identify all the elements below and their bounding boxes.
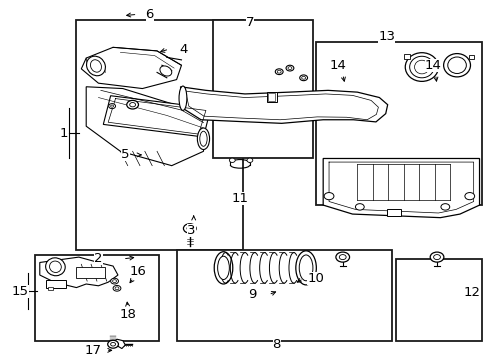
Circle shape [127, 100, 139, 109]
Polygon shape [40, 257, 118, 288]
Circle shape [441, 204, 450, 210]
Circle shape [113, 280, 117, 283]
Circle shape [187, 226, 193, 230]
Text: 15: 15 [12, 285, 29, 298]
Circle shape [111, 342, 116, 346]
Circle shape [434, 255, 441, 260]
Text: 7: 7 [245, 16, 254, 29]
Polygon shape [103, 96, 211, 137]
Circle shape [336, 252, 349, 262]
Circle shape [229, 158, 235, 162]
Text: 18: 18 [119, 308, 136, 321]
Ellipse shape [179, 86, 187, 111]
Polygon shape [180, 87, 388, 123]
Circle shape [109, 104, 116, 109]
Circle shape [300, 75, 308, 81]
Circle shape [277, 70, 281, 73]
Polygon shape [113, 339, 125, 348]
Text: 12: 12 [464, 287, 481, 300]
Ellipse shape [299, 255, 313, 281]
Circle shape [113, 285, 121, 291]
Bar [267, 92, 277, 102]
Circle shape [115, 287, 119, 290]
Bar [76, 21, 243, 250]
Ellipse shape [443, 54, 470, 77]
Circle shape [288, 67, 292, 69]
Bar [269, 93, 275, 101]
Ellipse shape [405, 53, 439, 81]
Bar [387, 210, 401, 216]
Circle shape [355, 204, 364, 210]
Text: 16: 16 [129, 265, 146, 278]
Text: 14: 14 [329, 59, 346, 72]
Text: 2: 2 [94, 252, 103, 265]
Circle shape [183, 224, 196, 233]
Bar [396, 259, 482, 341]
Text: 13: 13 [378, 30, 395, 43]
Circle shape [339, 255, 346, 260]
Text: 1: 1 [60, 127, 69, 140]
Text: 14: 14 [425, 59, 441, 72]
Polygon shape [81, 47, 181, 89]
Circle shape [111, 278, 119, 284]
Bar [35, 255, 159, 341]
Text: 5: 5 [121, 148, 129, 161]
Circle shape [111, 105, 114, 107]
Circle shape [286, 65, 294, 71]
Bar [76, 267, 105, 278]
Text: 9: 9 [248, 288, 257, 301]
Ellipse shape [87, 56, 105, 76]
Bar [316, 42, 482, 205]
Text: 10: 10 [307, 272, 324, 285]
Circle shape [108, 340, 119, 348]
Circle shape [430, 252, 444, 262]
Text: 11: 11 [232, 192, 248, 205]
Polygon shape [323, 158, 480, 218]
Ellipse shape [218, 256, 229, 279]
Ellipse shape [410, 56, 434, 78]
Circle shape [247, 158, 253, 162]
Bar [48, 287, 53, 291]
Circle shape [465, 193, 475, 200]
Ellipse shape [448, 57, 466, 73]
Ellipse shape [200, 131, 207, 146]
Text: 3: 3 [187, 224, 196, 237]
Circle shape [130, 103, 136, 107]
Ellipse shape [415, 60, 429, 74]
Circle shape [302, 76, 306, 79]
Ellipse shape [91, 60, 101, 72]
Bar [469, 55, 474, 59]
Ellipse shape [214, 252, 233, 284]
Text: 4: 4 [180, 42, 188, 55]
Circle shape [275, 69, 283, 75]
Text: 6: 6 [146, 8, 154, 21]
Ellipse shape [46, 258, 65, 276]
Bar [404, 54, 410, 59]
Circle shape [324, 193, 334, 200]
Ellipse shape [49, 261, 61, 273]
Text: 17: 17 [85, 344, 102, 357]
Ellipse shape [197, 128, 210, 149]
Bar [213, 21, 314, 158]
Text: 8: 8 [272, 338, 281, 351]
Bar [176, 250, 392, 341]
Ellipse shape [296, 251, 317, 285]
Bar [46, 280, 66, 288]
Polygon shape [86, 87, 206, 166]
Ellipse shape [160, 66, 172, 76]
